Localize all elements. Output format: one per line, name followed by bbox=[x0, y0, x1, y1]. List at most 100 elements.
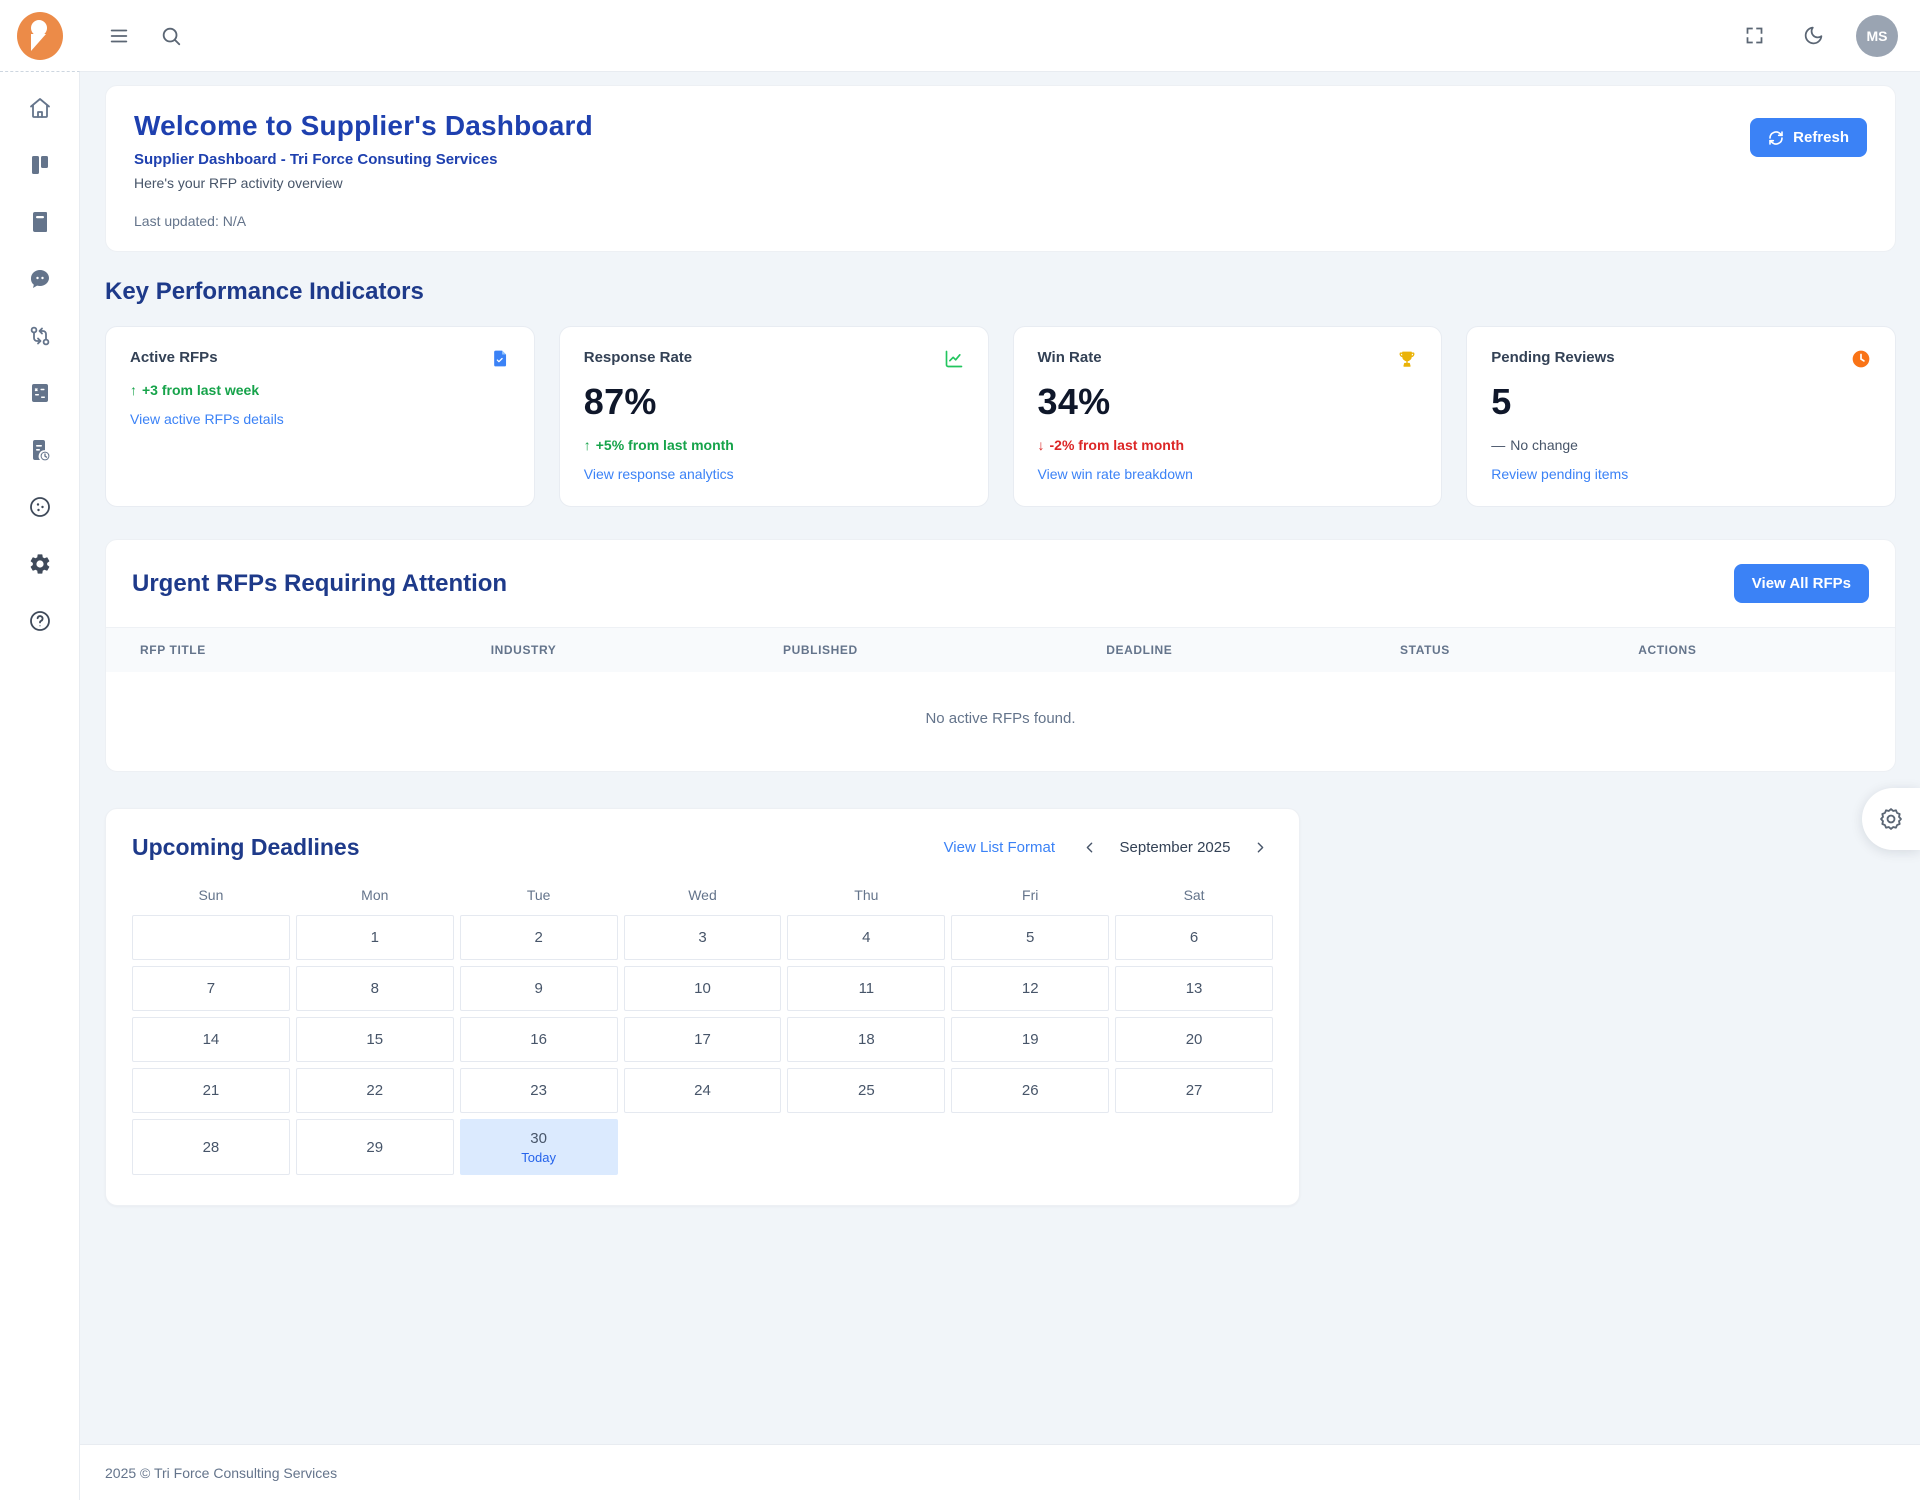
home-icon bbox=[28, 96, 52, 120]
kpi-detail-link[interactable]: View win rate breakdown bbox=[1038, 466, 1193, 482]
calendar-day-28[interactable]: 28 bbox=[132, 1119, 290, 1175]
calendar-day-7[interactable]: 7 bbox=[132, 966, 290, 1011]
calendar-day-20[interactable]: 20 bbox=[1115, 1017, 1273, 1062]
top-bar: MS bbox=[0, 0, 1920, 72]
calendar-day-1[interactable]: 1 bbox=[296, 915, 454, 960]
previous-month-button[interactable] bbox=[1077, 835, 1102, 860]
arrow-up-icon: ↑ bbox=[584, 437, 591, 453]
refresh-button-label: Refresh bbox=[1793, 129, 1849, 146]
view-list-format-link[interactable]: View List Format bbox=[944, 839, 1055, 856]
sidebar-item-reports[interactable] bbox=[22, 432, 58, 468]
calendar-day-18[interactable]: 18 bbox=[787, 1017, 945, 1062]
calendar-day-headers: SunMonTueWedThuFriSat bbox=[132, 887, 1273, 903]
calendar-day-2[interactable]: 2 bbox=[460, 915, 618, 960]
day-number: 12 bbox=[1022, 980, 1039, 997]
calendar-day-22[interactable]: 22 bbox=[296, 1068, 454, 1113]
calendar-day-4[interactable]: 4 bbox=[787, 915, 945, 960]
arrow-up-icon: ↑ bbox=[130, 382, 137, 398]
column-header-published: Published bbox=[773, 628, 1096, 673]
kpi-label: Response Rate bbox=[584, 349, 692, 366]
kpi-value: 34% bbox=[1038, 381, 1418, 423]
next-month-button[interactable] bbox=[1248, 835, 1273, 860]
calendar-day-23[interactable]: 23 bbox=[460, 1068, 618, 1113]
refresh-icon bbox=[1768, 130, 1784, 146]
fullscreen-button[interactable] bbox=[1738, 19, 1771, 52]
calendar-day-21[interactable]: 21 bbox=[132, 1068, 290, 1113]
calendar-day-24[interactable]: 24 bbox=[624, 1068, 782, 1113]
sidebar-item-messages[interactable] bbox=[22, 261, 58, 297]
column-header-industry: Industry bbox=[481, 628, 773, 673]
page-title: Welcome to Supplier's Dashboard bbox=[134, 110, 593, 142]
menu-toggle-button[interactable] bbox=[102, 19, 136, 53]
day-number: 5 bbox=[1026, 929, 1034, 946]
sidebar-item-calculator[interactable] bbox=[22, 375, 58, 411]
kpi-card-response-rate: Response Rate87%↑+5% from last monthView… bbox=[559, 326, 989, 507]
calendar-day-19[interactable]: 19 bbox=[951, 1017, 1109, 1062]
calendar-day-16[interactable]: 16 bbox=[460, 1017, 618, 1062]
calendar-day-30[interactable]: 30Today bbox=[460, 1119, 618, 1175]
calendar-day-9[interactable]: 9 bbox=[460, 966, 618, 1011]
calendar-day-6[interactable]: 6 bbox=[1115, 915, 1273, 960]
sidebar-item-library[interactable] bbox=[22, 204, 58, 240]
rfp-table-empty-row: No active RFPs found. bbox=[106, 672, 1895, 771]
day-header-wed: Wed bbox=[624, 887, 782, 903]
dark-mode-toggle[interactable] bbox=[1797, 19, 1830, 52]
file-icon bbox=[491, 349, 510, 368]
calendar-day-10[interactable]: 10 bbox=[624, 966, 782, 1011]
sidebar-item-community[interactable] bbox=[22, 489, 58, 525]
kpi-detail-link[interactable]: View active RFPs details bbox=[130, 411, 284, 427]
kpi-change-text: +5% from last month bbox=[596, 437, 734, 453]
calendar-day-25[interactable]: 25 bbox=[787, 1068, 945, 1113]
chat-bubble-icon bbox=[28, 267, 52, 291]
git-compare-icon bbox=[28, 324, 52, 348]
view-all-rfps-button[interactable]: View All RFPs bbox=[1734, 564, 1869, 603]
kpi-card-win-rate: Win Rate34%↓-2% from last monthView win … bbox=[1013, 326, 1443, 507]
day-number: 2 bbox=[534, 929, 542, 946]
rfp-table: RFP TitleIndustryPublishedDeadlineStatus… bbox=[106, 627, 1895, 771]
day-number: 18 bbox=[858, 1031, 875, 1048]
settings-gear-icon bbox=[1878, 806, 1904, 832]
today-label: Today bbox=[521, 1150, 556, 1165]
sidebar-item-settings[interactable] bbox=[22, 546, 58, 582]
sidebar-item-home[interactable] bbox=[22, 90, 58, 126]
day-header-sat: Sat bbox=[1115, 887, 1273, 903]
kpi-change: ↑ +5% from last month bbox=[584, 437, 964, 453]
calendar-day-14[interactable]: 14 bbox=[132, 1017, 290, 1062]
trophy-icon bbox=[1397, 349, 1417, 369]
sidebar-item-workflow[interactable] bbox=[22, 318, 58, 354]
copyright-text: 2025 © Tri Force Consulting Services bbox=[105, 1465, 337, 1481]
floating-settings-button[interactable] bbox=[1862, 788, 1920, 850]
calendar-day-8[interactable]: 8 bbox=[296, 966, 454, 1011]
calendar-day-12[interactable]: 12 bbox=[951, 966, 1109, 1011]
day-number: 26 bbox=[1022, 1082, 1039, 1099]
calendar-day-27[interactable]: 27 bbox=[1115, 1068, 1273, 1113]
user-avatar[interactable]: MS bbox=[1856, 15, 1898, 57]
kpi-change: ↑+3 from last week bbox=[130, 382, 510, 398]
kpi-detail-link[interactable]: View response analytics bbox=[584, 466, 734, 482]
day-header-fri: Fri bbox=[951, 887, 1109, 903]
sidebar-item-boards[interactable] bbox=[22, 147, 58, 183]
welcome-text-block: Welcome to Supplier's Dashboard Supplier… bbox=[134, 110, 593, 191]
refresh-button[interactable]: Refresh bbox=[1750, 118, 1867, 157]
sidebar-item-help[interactable] bbox=[22, 603, 58, 639]
calendar-day-5[interactable]: 5 bbox=[951, 915, 1109, 960]
search-button[interactable] bbox=[154, 19, 188, 53]
kpi-change: —No change bbox=[1491, 437, 1871, 453]
calendar-day-17[interactable]: 17 bbox=[624, 1017, 782, 1062]
calendar-day-29[interactable]: 29 bbox=[296, 1119, 454, 1175]
calendar-day-3[interactable]: 3 bbox=[624, 915, 782, 960]
calendar-day-13[interactable]: 13 bbox=[1115, 966, 1273, 1011]
company-logo[interactable] bbox=[17, 12, 63, 60]
day-number: 21 bbox=[203, 1082, 220, 1099]
calendar-day-26[interactable]: 26 bbox=[951, 1068, 1109, 1113]
calendar-day-15[interactable]: 15 bbox=[296, 1017, 454, 1062]
kpi-label: Active RFPs bbox=[130, 349, 218, 366]
kpi-card-active-rfps: Active RFPs ↑+3 from last week View active… bbox=[105, 326, 535, 507]
day-number: 16 bbox=[530, 1031, 547, 1048]
last-updated-text: Last updated: N/A bbox=[134, 213, 1867, 251]
arrow-down-icon: ↓ bbox=[1038, 437, 1045, 453]
rfp-table-head-row: RFP TitleIndustryPublishedDeadlineStatus… bbox=[106, 628, 1895, 673]
calendar-day-11[interactable]: 11 bbox=[787, 966, 945, 1011]
clock-icon bbox=[1851, 349, 1871, 369]
kpi-detail-link[interactable]: Review pending items bbox=[1491, 466, 1628, 482]
